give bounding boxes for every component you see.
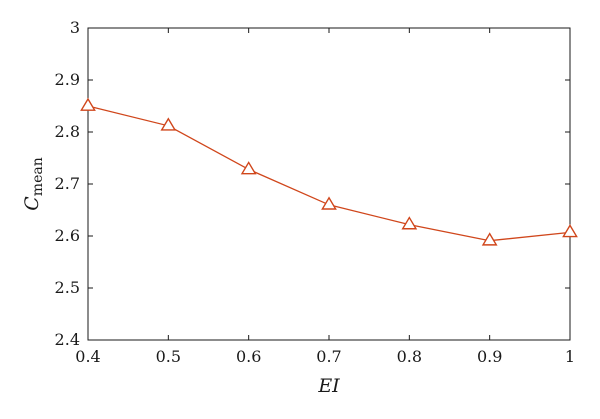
data-point-marker bbox=[481, 232, 498, 246]
x-tick-label: 0.8 bbox=[397, 347, 422, 366]
x-tick-label: 1 bbox=[565, 347, 575, 366]
y-tick-label: 2.7 bbox=[55, 174, 80, 193]
x-tick-label: 0.4 bbox=[75, 347, 100, 366]
x-axis: 0.4 0.5 0.6 0.7 0.8 0.9 1 bbox=[75, 28, 575, 366]
data-point-marker bbox=[240, 161, 257, 175]
x-tick-label: 0.5 bbox=[156, 347, 181, 366]
y-tick-label: 3 bbox=[70, 18, 80, 37]
series-layer bbox=[80, 97, 578, 246]
y-tick-label: 2.4 bbox=[55, 330, 80, 349]
series-line bbox=[87, 105, 571, 242]
x-tick-label: 0.6 bbox=[236, 347, 261, 366]
x-tick-label: 0.7 bbox=[316, 347, 341, 366]
y-axis-label: Cmean bbox=[21, 157, 46, 210]
data-point-marker bbox=[562, 223, 578, 238]
y-tick-label: 2.5 bbox=[55, 278, 80, 297]
data-point-marker bbox=[160, 117, 177, 131]
data-point-marker bbox=[401, 216, 418, 230]
y-tick-label: 2.8 bbox=[55, 122, 80, 141]
x-tick-label: 0.9 bbox=[477, 347, 502, 366]
data-point-marker bbox=[80, 97, 96, 111]
data-point-marker bbox=[321, 196, 337, 210]
y-tick-label: 2.9 bbox=[55, 70, 80, 89]
x-axis-label: EI bbox=[317, 375, 340, 397]
y-tick-label: 2.6 bbox=[55, 226, 80, 245]
plot-area-frame bbox=[87, 27, 571, 341]
y-axis: 2.4 2.5 2.6 2.7 2.8 2.9 3 bbox=[55, 18, 570, 349]
